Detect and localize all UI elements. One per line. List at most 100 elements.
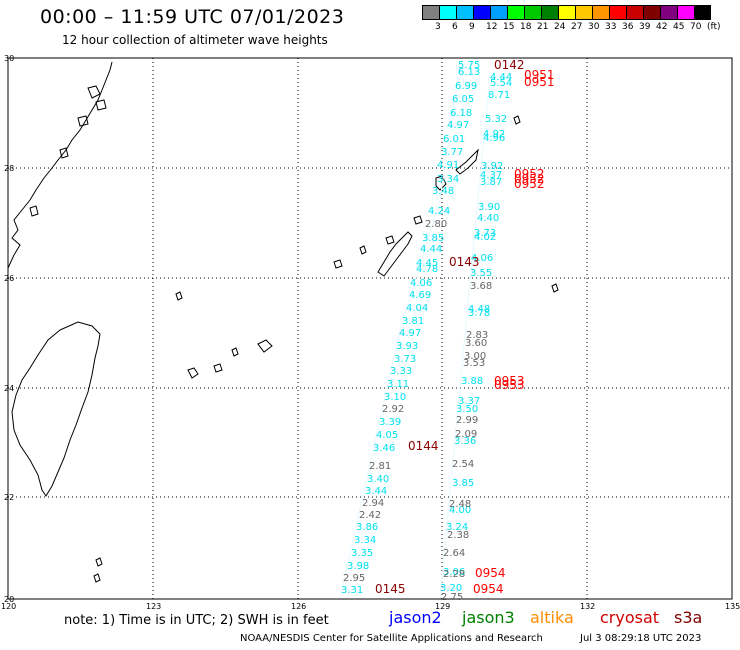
wave-reading: 3.37 [458,396,480,407]
wave-reading: 4.92 [483,129,505,140]
wave-reading: 2.28 [443,569,465,580]
lon-label: 129 [435,602,450,611]
wave-reading: 4.06 [471,253,493,264]
wave-reading: 3.90 [478,202,500,213]
wave-reading: 4.78 [416,264,438,275]
wave-reading: 3.24 [446,522,468,533]
wave-reading: 6.05 [452,94,474,105]
wave-reading: 0951 [524,75,555,89]
yaeyama-islands [187,339,273,379]
wave-reading: 8.71 [488,90,510,101]
wave-reading: 0143 [449,255,480,269]
lon-label: 126 [291,602,306,611]
legend-swatch [592,5,609,20]
satellite-label-s3a: s3a [674,608,703,627]
footnote: note: 1) Time is in UTC; 2) SWH is in fe… [64,613,329,628]
wave-reading: 4.45 [416,258,438,269]
wave-reading: 0145 [375,582,406,596]
wave-reading: 3.88 [461,376,483,387]
wave-reading: 4.97 [399,328,421,339]
wave-reading: 4.40 [477,213,499,224]
wave-reading: 3.93 [396,341,418,352]
lon-label: 135 [725,602,740,611]
wave-reading: 0953 [494,374,525,388]
wave-reading: 5.75 [458,60,480,71]
wave-reading: 4.04 [406,303,428,314]
legend-label: 45 [673,22,685,32]
wave-reading: 4.05 [376,430,398,441]
wave-reading: 3.34 [437,174,459,185]
satellite-tracks [339,61,491,599]
legend-swatch [439,5,456,20]
wave-reading: 5.32 [485,114,507,125]
legend-label: 24 [554,22,566,32]
wave-reading: 2.42 [359,510,381,521]
jason-readings: 5.756.136.996.056.184.976.013.774.913.34… [341,60,512,596]
wave-reading: 2.64 [443,548,465,559]
wave-reading: 2.81 [369,461,391,472]
legend-label: 42 [656,22,668,32]
wave-reading: 2.54 [452,459,474,470]
satellite-label-jason3: jason3 [462,608,515,627]
wave-reading: 4.06 [410,278,432,289]
legend-label: 18 [520,22,532,32]
wave-reading: 3.98 [347,561,369,572]
china-islands [29,85,107,217]
wave-reading: 4.44 [490,72,512,83]
legend-swatch [456,5,473,20]
wave-reading: 4.02 [474,232,496,243]
wave-reading: 2.75 [441,592,463,603]
longitude-labels: 120 123 126 129 132 135 [1,602,740,611]
satellite-label-jason2: jason2 [389,608,442,627]
wave-reading: 4.37 [480,170,502,181]
wave-reading: 2.99 [456,415,478,426]
wave-reading: 3.73 [474,228,496,239]
ryukyu-islands [333,148,479,269]
wave-reading: 2.09 [455,429,477,440]
wave-reading: 2.48 [449,499,471,510]
wave-reading: 3.48 [432,186,454,197]
lat-label: 28 [4,164,14,173]
legend-label: 39 [639,22,651,32]
pass-time-labels-alt: 0142 0143 0144 0145 [375,58,525,596]
wave-reading: 4.97 [447,120,469,131]
legend-label: 36 [622,22,634,32]
color-scale-labels: 3 6 9 12 15 18 21 24 27 30 33 36 39 42 45 70 (ft) [422,22,740,34]
wave-reading: 2.38 [447,530,469,541]
lat-label: 24 [4,384,14,393]
lat-label: 22 [4,493,14,502]
wave-reading: 3.53 [463,358,485,369]
wave-reading: 4.91 [437,160,459,171]
wave-reading: 0954 [473,582,504,596]
lon-label: 120 [1,602,16,611]
wave-reading: 6.99 [455,81,477,92]
legend-label: 15 [503,22,515,32]
map-title: 00:00 – 11:59 UTC 07/01/2023 [40,6,345,28]
ground-track [439,75,491,599]
china-coastline [7,61,113,269]
legend-swatch [524,5,541,20]
wave-reading: 4.44 [420,244,442,255]
legend-label: (ft) [707,22,721,32]
legend-label: 6 [452,22,458,32]
low-wave-readings: 2.80 3.68 2.833.60 3.003.53 2.92 2.99 2.09 2.81… [343,219,492,603]
wave-reading: 4.96 [483,133,505,144]
wave-reading: 3.55 [470,268,492,279]
wave-reading: 2.83 [466,330,488,341]
wave-reading: 3.20 [440,583,462,594]
timestamp-text: Jul 3 08:29:18 UTC 2023 [580,633,702,644]
wave-reading: 0952 [514,167,545,181]
map-frame [7,57,733,600]
lat-label: 20 [4,595,14,604]
wave-reading: 4.24 [428,206,450,217]
wave-reading: 3.00 [464,351,486,362]
wave-reading: 3.92 [481,161,503,172]
wave-reading: 5.54 [490,78,512,89]
wave-reading: 2.95 [343,573,365,584]
legend-swatch [660,5,677,20]
wave-reading: 2.94 [362,498,384,509]
legend-swatch [507,5,524,20]
lon-label: 132 [580,602,595,611]
legend-swatch [643,5,660,20]
legend-swatch [541,5,558,20]
